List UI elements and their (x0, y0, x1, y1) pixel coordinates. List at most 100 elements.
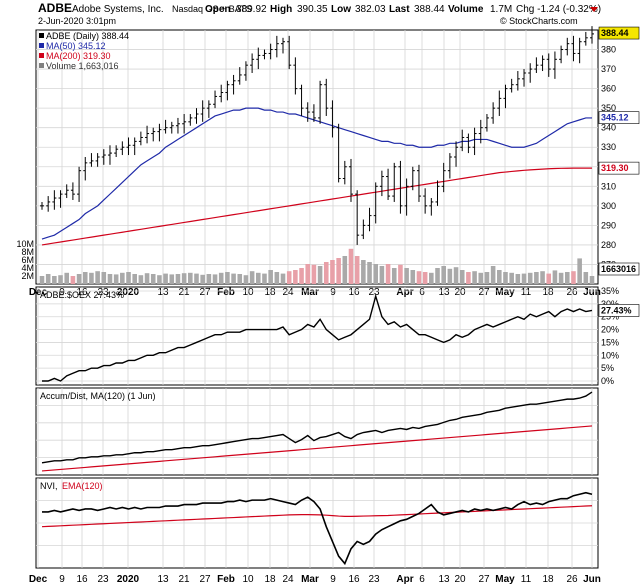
volume-tick-label: 8M (21, 247, 34, 257)
quote-line: Open 389.92 High 390.35 Low 382.03 Last … (205, 4, 512, 15)
x-tick-label-bottom: Jun (583, 574, 601, 584)
nvi-ema-line (41, 505, 593, 528)
x-tick-label: 9 (59, 287, 65, 298)
volume-tick-label: 10M (16, 239, 34, 249)
volume-bar (391, 268, 397, 284)
x-tick-label-bottom: 2020 (117, 574, 140, 584)
x-tick-label-bottom: 9 (59, 574, 65, 584)
volume-bar (274, 272, 280, 284)
volume-bar (379, 266, 385, 284)
symbol-title: ADBE (38, 1, 72, 15)
volume-bar (58, 275, 63, 284)
x-tick-label-bottom: Apr (396, 574, 413, 584)
legend-label-nvi: NVI, (40, 481, 58, 491)
volume-bar (305, 264, 311, 284)
volume-bar (552, 270, 558, 284)
volume-label: Volume (448, 4, 484, 15)
volume-bar (256, 272, 261, 284)
x-tick-label-bottom: Dec (29, 574, 48, 584)
x-tick-label-bottom: 11 (521, 574, 532, 584)
legend-label: Volume 1,663,016 (46, 61, 119, 71)
last-price-tag: 388.44 (601, 28, 629, 38)
x-tick-label-bottom: 27 (199, 574, 211, 584)
y-tick-label-rel: 35% (601, 286, 619, 296)
panels: Chg -1.24 (-0.32%)DecDec9916162323202020… (16, 4, 640, 584)
nvi-line (42, 491, 593, 566)
volume-bar (286, 271, 292, 284)
volume-bar (175, 274, 181, 284)
rel-last-tag-bg (598, 304, 640, 317)
volume-bar (497, 270, 502, 284)
ma50-tag: 345.12 (601, 113, 629, 123)
volume-bar (194, 273, 199, 284)
y-tick-label: 290 (601, 220, 616, 230)
x-tick-label-bottom: 21 (178, 574, 190, 584)
volume-tag: 1663016 (601, 264, 636, 274)
x-tick-label: 13 (438, 287, 450, 298)
x-tick-label: 6 (419, 287, 425, 298)
last-value: 388.44 (414, 4, 445, 15)
x-tick-label-bottom: 23 (97, 574, 109, 584)
high-label: High (270, 4, 292, 15)
volume-tick-label: 2M (21, 271, 34, 281)
panel-rel (35, 286, 599, 386)
volume-bar (589, 276, 595, 284)
x-tick-label: 13 (157, 287, 169, 298)
volume-bar (564, 272, 570, 284)
x-tick-label: Jun (583, 287, 601, 298)
volume-bar (478, 272, 484, 284)
volume-bar (157, 275, 162, 284)
legend-label-ad: Accum/Dist, MA(120) (1 Jun) (40, 391, 156, 401)
volume-bar (435, 268, 440, 284)
volume-bar (404, 268, 409, 284)
x-tick-label-bottom: 20 (454, 574, 466, 584)
volume-bar (293, 270, 298, 284)
volume-bar (571, 271, 576, 284)
x-tick-label-bottom: 16 (76, 574, 88, 584)
x-tick-label: 2020 (117, 287, 140, 298)
panel-price (35, 29, 599, 285)
volume-bar (262, 273, 267, 284)
low-value: 382.03 (355, 4, 386, 15)
legend-label-rel: ADBE:$OEX 27.43% (40, 290, 124, 300)
volume-bar (317, 266, 323, 284)
volume-bar (367, 262, 372, 284)
volume-bar (398, 264, 403, 284)
x-tick-label: 10 (242, 287, 254, 298)
volume-bar (577, 258, 582, 284)
volume-bar (89, 272, 94, 284)
volume-bar (336, 258, 341, 284)
volume-bar (243, 275, 249, 284)
volume-bar (120, 272, 125, 284)
legend-swatch (39, 63, 44, 68)
legend-label: MA(200) 319.30 (46, 51, 111, 61)
x-tick-label: 11 (521, 287, 532, 298)
volume-bar (132, 274, 137, 284)
volume-bar (385, 264, 391, 284)
volume-bar (150, 274, 156, 284)
legend-label-nvi-ema: EMA(120) (62, 481, 103, 491)
volume-bar (76, 274, 82, 284)
legend-label: MA(50) 345.12 (46, 41, 106, 51)
ma200-line (41, 167, 592, 246)
ma200-tag-bg (598, 161, 640, 175)
volume-bar (188, 272, 193, 284)
legend-swatch (39, 53, 44, 58)
volume-bar (410, 270, 416, 284)
volume-bar (484, 272, 490, 284)
watermark: © StockCharts.com (500, 16, 578, 26)
x-tick-label: 9 (330, 287, 336, 298)
legend-swatch (39, 33, 44, 38)
open-value: 389.92 (236, 4, 267, 15)
y-tick-label: 350 (601, 103, 616, 113)
x-tick-label: 27 (199, 287, 211, 298)
x-tick-label: 20 (454, 287, 466, 298)
y-tick-label-rel: 15% (601, 337, 619, 347)
volume-bar (509, 272, 514, 284)
x-tick-label: 23 (368, 287, 380, 298)
x-tick-label: 16 (76, 287, 88, 298)
volume-bar (323, 262, 329, 284)
volume-bar (218, 272, 224, 284)
volume-bar (540, 271, 545, 284)
x-tick-label-bottom: 9 (330, 574, 336, 584)
